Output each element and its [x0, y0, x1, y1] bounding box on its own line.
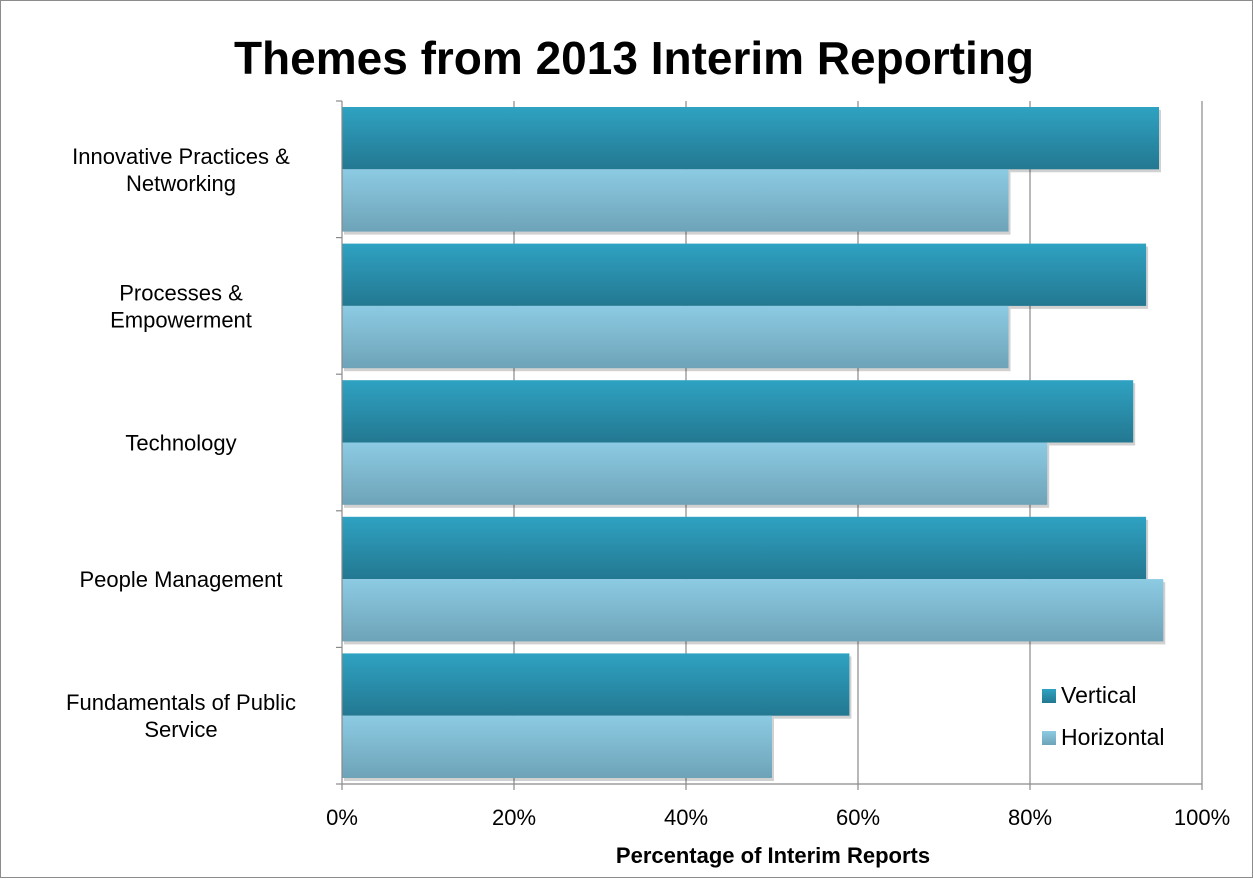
bar-horizontal-4: [342, 715, 772, 778]
category-label-0: Innovative Practices & Networking: [72, 144, 290, 196]
category-label-2: Technology: [125, 431, 236, 456]
legend: Vertical Horizontal: [1042, 682, 1165, 750]
axis-layer: [336, 100, 1203, 790]
bar-vertical-2: [342, 380, 1134, 443]
category-label-4: Fundamentals of Public Service: [66, 690, 296, 742]
x-tick-label-4: 80%: [1008, 805, 1052, 830]
category-labels: Innovative Practices & Networking Processe…: [66, 144, 296, 742]
x-tick-label-5: 100%: [1174, 805, 1230, 830]
bar-horizontal-3: [342, 579, 1164, 642]
x-tick-label-2: 40%: [664, 805, 708, 830]
bar-vertical-0: [342, 107, 1159, 170]
legend-swatch-vertical: [1042, 689, 1056, 703]
x-axis-title: Percentage of Interim Reports: [616, 843, 930, 868]
chart-title: Themes from 2013 Interim Reporting: [234, 32, 1034, 84]
legend-label-horizontal: Horizontal: [1061, 724, 1165, 750]
bar-horizontal-0: [342, 169, 1009, 232]
category-label-3: People Management: [79, 567, 282, 592]
bar-vertical-4: [342, 653, 850, 716]
x-tick-labels: 0% 20% 40% 60% 80% 100%: [326, 805, 1230, 830]
bar-horizontal-1: [342, 305, 1009, 369]
bar-vertical-1: [342, 243, 1147, 306]
x-tick-label-3: 60%: [836, 805, 880, 830]
legend-label-vertical: Vertical: [1061, 682, 1136, 708]
x-tick-label-1: 20%: [492, 805, 536, 830]
category-label-1: Processes & Empowerment: [110, 280, 252, 332]
bars-layer: [342, 107, 1166, 781]
legend-swatch-horizontal: [1042, 731, 1056, 745]
bar-vertical-3: [342, 516, 1147, 580]
bar-horizontal-2: [342, 442, 1048, 505]
x-tick-label-0: 0%: [326, 805, 358, 830]
